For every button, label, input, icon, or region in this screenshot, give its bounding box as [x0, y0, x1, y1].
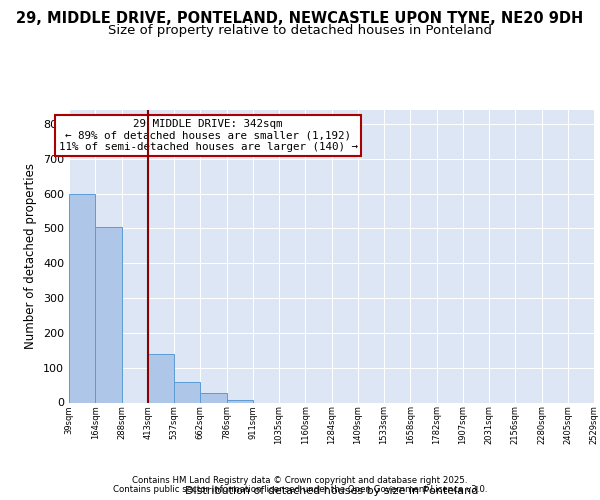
Text: 29, MIDDLE DRIVE, PONTELAND, NEWCASTLE UPON TYNE, NE20 9DH: 29, MIDDLE DRIVE, PONTELAND, NEWCASTLE U… — [16, 11, 584, 26]
Bar — [200, 393, 227, 402]
X-axis label: Distribution of detached houses by size in Ponteland: Distribution of detached houses by size … — [185, 486, 478, 496]
Text: 29 MIDDLE DRIVE: 342sqm
← 89% of detached houses are smaller (1,192)
11% of semi: 29 MIDDLE DRIVE: 342sqm ← 89% of detache… — [59, 119, 358, 152]
Y-axis label: Number of detached properties: Number of detached properties — [25, 163, 37, 349]
Bar — [95, 226, 121, 402]
Text: Contains public sector information licensed under the Open Government Licence v3: Contains public sector information licen… — [113, 485, 487, 494]
Bar — [69, 194, 95, 402]
Text: Size of property relative to detached houses in Ponteland: Size of property relative to detached ho… — [108, 24, 492, 37]
Bar — [148, 354, 174, 403]
Text: Contains HM Land Registry data © Crown copyright and database right 2025.: Contains HM Land Registry data © Crown c… — [132, 476, 468, 485]
Bar — [227, 400, 253, 402]
Bar — [174, 382, 200, 402]
